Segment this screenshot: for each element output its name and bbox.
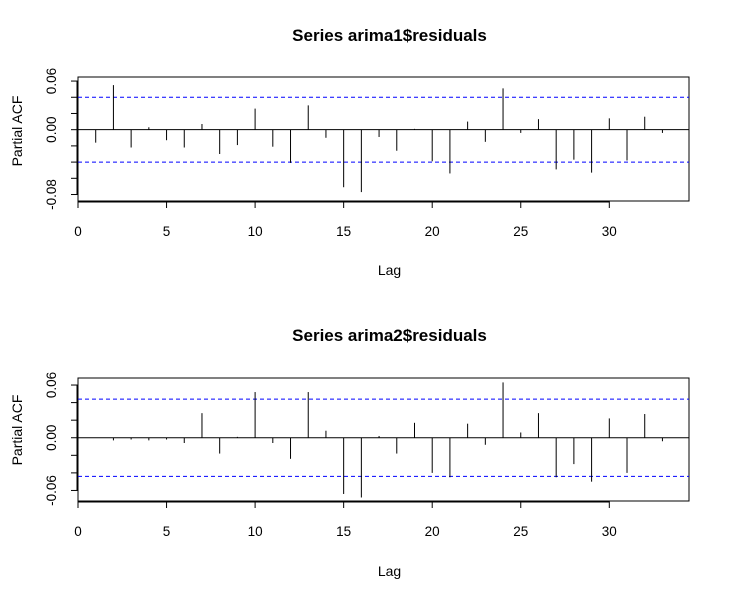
x-tick-label: 20 [425, 224, 440, 239]
y-tick-label: 0.06 [44, 68, 59, 94]
plot-frame [77, 76, 690, 202]
chart-title: Series arima2$residuals [292, 326, 487, 345]
x-tick-label: 30 [602, 524, 617, 539]
x-axis-label: Lag [378, 262, 401, 278]
x-tick-label: 25 [513, 524, 528, 539]
x-tick-label: 15 [336, 224, 351, 239]
x-tick-label: 0 [74, 224, 82, 239]
x-axis-label: Lag [378, 563, 401, 579]
y-tick-label: 0.00 [44, 425, 59, 451]
y-tick-label: 0.06 [44, 372, 59, 398]
x-tick-label: 20 [425, 524, 440, 539]
y-tick-label: -0.08 [44, 179, 59, 210]
y-axis-label: Partial ACF [9, 395, 25, 466]
pacf-panel-1: Series arima1$residuals 0 5 10 15 20 25 30 Lag 0.… [9, 26, 690, 278]
x-tick-label: 15 [336, 524, 351, 539]
x-tick-label: 5 [163, 224, 171, 239]
x-tick-label: 10 [248, 524, 263, 539]
y-axis-label: Partial ACF [9, 96, 25, 167]
x-tick-label: 25 [513, 224, 528, 239]
y-tick-label: -0.06 [44, 475, 59, 506]
plot-frame [77, 377, 690, 502]
x-tick-label: 5 [163, 524, 171, 539]
y-tick-label: 0.00 [44, 117, 59, 143]
x-tick-label: 30 [602, 224, 617, 239]
chart-title: Series arima1$residuals [292, 26, 487, 45]
x-tick-label: 10 [248, 224, 263, 239]
x-tick-label: 0 [74, 524, 82, 539]
pacf-panel-2: Series arima2$residuals 0 5 10 15 20 25 30 Lag 0.… [9, 326, 690, 579]
